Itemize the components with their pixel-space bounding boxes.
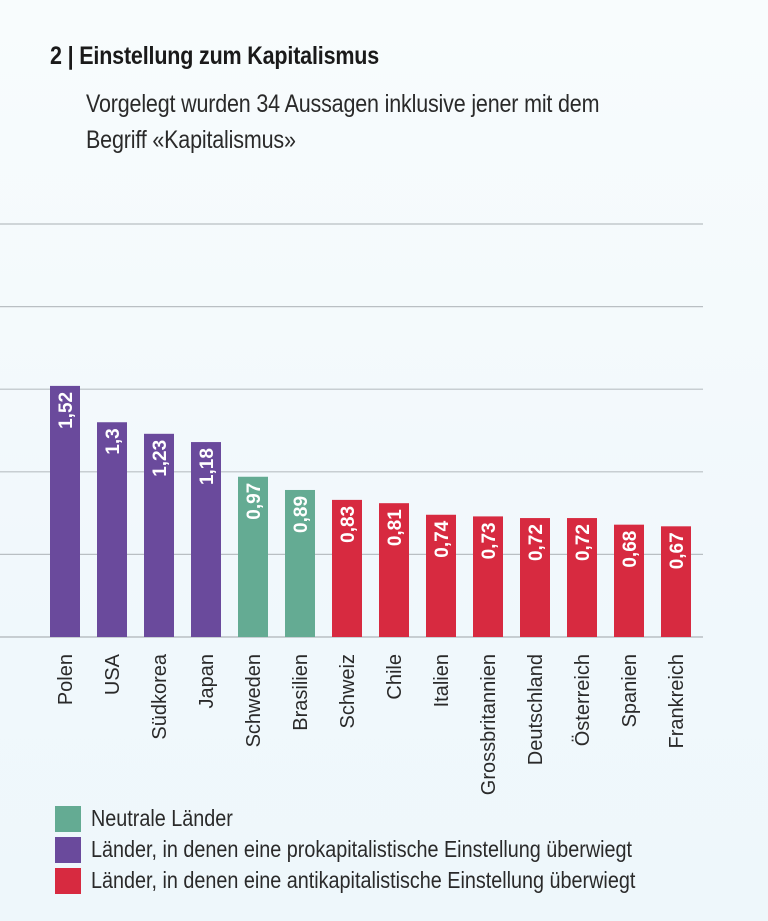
bar-japan xyxy=(191,442,221,637)
legend-swatch-anti xyxy=(55,867,81,894)
bar-value-label: 0,73 xyxy=(479,522,500,559)
bars xyxy=(50,385,691,637)
bar-value-label: 1,52 xyxy=(56,392,77,429)
bar-value-label: 0,72 xyxy=(573,524,594,561)
bar-value-label: 0,97 xyxy=(244,483,265,520)
x-tick-label: Schweiz xyxy=(337,654,359,728)
bar-usa xyxy=(97,422,127,637)
bar-schweden xyxy=(238,476,268,637)
legend: Neutrale Länder Länder, in denen eine pr… xyxy=(55,803,724,896)
legend-item-neutral: Neutrale Länder xyxy=(55,803,724,834)
legend-label-pro: Länder, in denen eine prokapitalistische… xyxy=(91,836,633,862)
bar-deutschland xyxy=(520,518,550,637)
bar-frankreich xyxy=(661,526,691,637)
x-tick-label: Polen xyxy=(55,654,77,705)
bar-italien xyxy=(426,514,456,637)
bar-österreich xyxy=(567,518,597,637)
x-tick-label: Grossbritannien xyxy=(478,654,500,795)
bar-value-label: 1,18 xyxy=(197,448,218,485)
subtitle-line-1: Vorgelegt wurden 34 Aussagen inklusive j… xyxy=(86,90,600,118)
bar-chart: 1,52 1,3 1,23 1,18 0,97 0,89 0,83 0,81 0,74 0,73 0… xyxy=(0,223,703,795)
chart-title: 2 | Einstellung zum Kapitalismus xyxy=(50,42,380,70)
x-tick-label: Schweden xyxy=(243,654,265,747)
x-tick-label: Österreich xyxy=(572,654,594,746)
bar-value-label: 0,67 xyxy=(667,532,688,569)
x-tick-label: Chile xyxy=(384,654,406,700)
legend-label-anti: Länder, in denen eine antikapitalistisch… xyxy=(91,867,636,893)
bar-chile xyxy=(379,503,409,637)
x-tick-label: Südkorea xyxy=(149,653,171,739)
bar-südkorea xyxy=(144,433,174,637)
legend-swatch-neutral xyxy=(55,805,81,832)
bar-brasilien xyxy=(285,489,315,637)
legend-label-neutral: Neutrale Länder xyxy=(91,805,233,831)
bar-value-label: 0,81 xyxy=(385,509,406,546)
bar-value-label: 0,72 xyxy=(526,524,547,561)
subtitle-line-2: Begriff «Kapitalismus» xyxy=(86,126,296,154)
bar-polen xyxy=(50,385,80,637)
x-tick-label: Frankreich xyxy=(666,654,688,748)
bar-value-label: 0,74 xyxy=(432,520,453,557)
bar-grossbritannien xyxy=(473,516,503,637)
bar-value-labels: 1,52 1,3 1,23 1,18 0,97 0,89 0,83 0,81 0,74 0,73 0… xyxy=(56,392,688,569)
x-tick-label: Italien xyxy=(431,654,453,707)
bar-value-label: 0,68 xyxy=(620,531,641,568)
legend-item-pro: Länder, in denen eine prokapitalistische… xyxy=(55,834,724,865)
bar-schweiz xyxy=(332,499,362,637)
legend-item-anti: Länder, in denen eine antikapitalistisch… xyxy=(55,865,724,896)
bar-value-label: 0,89 xyxy=(291,496,312,533)
bar-value-label: 1,23 xyxy=(150,440,171,477)
x-tick-label: Japan xyxy=(196,654,218,709)
x-tick-label: USA xyxy=(102,653,124,695)
bar-spanien xyxy=(614,524,644,637)
chart-subtitle: Vorgelegt wurden 34 Aussagen inklusive j… xyxy=(86,86,688,158)
bar-value-label: 1,3 xyxy=(103,428,124,454)
x-tick-label: Deutschland xyxy=(525,654,547,765)
x-tick-label: Spanien xyxy=(619,654,641,727)
x-tick-label: Brasilien xyxy=(290,654,312,731)
x-tick-labels: Polen USA Südkorea Japan Schweden Brasilien Sc… xyxy=(55,653,688,795)
bar-value-label: 0,83 xyxy=(338,506,359,543)
legend-swatch-pro xyxy=(55,836,81,863)
